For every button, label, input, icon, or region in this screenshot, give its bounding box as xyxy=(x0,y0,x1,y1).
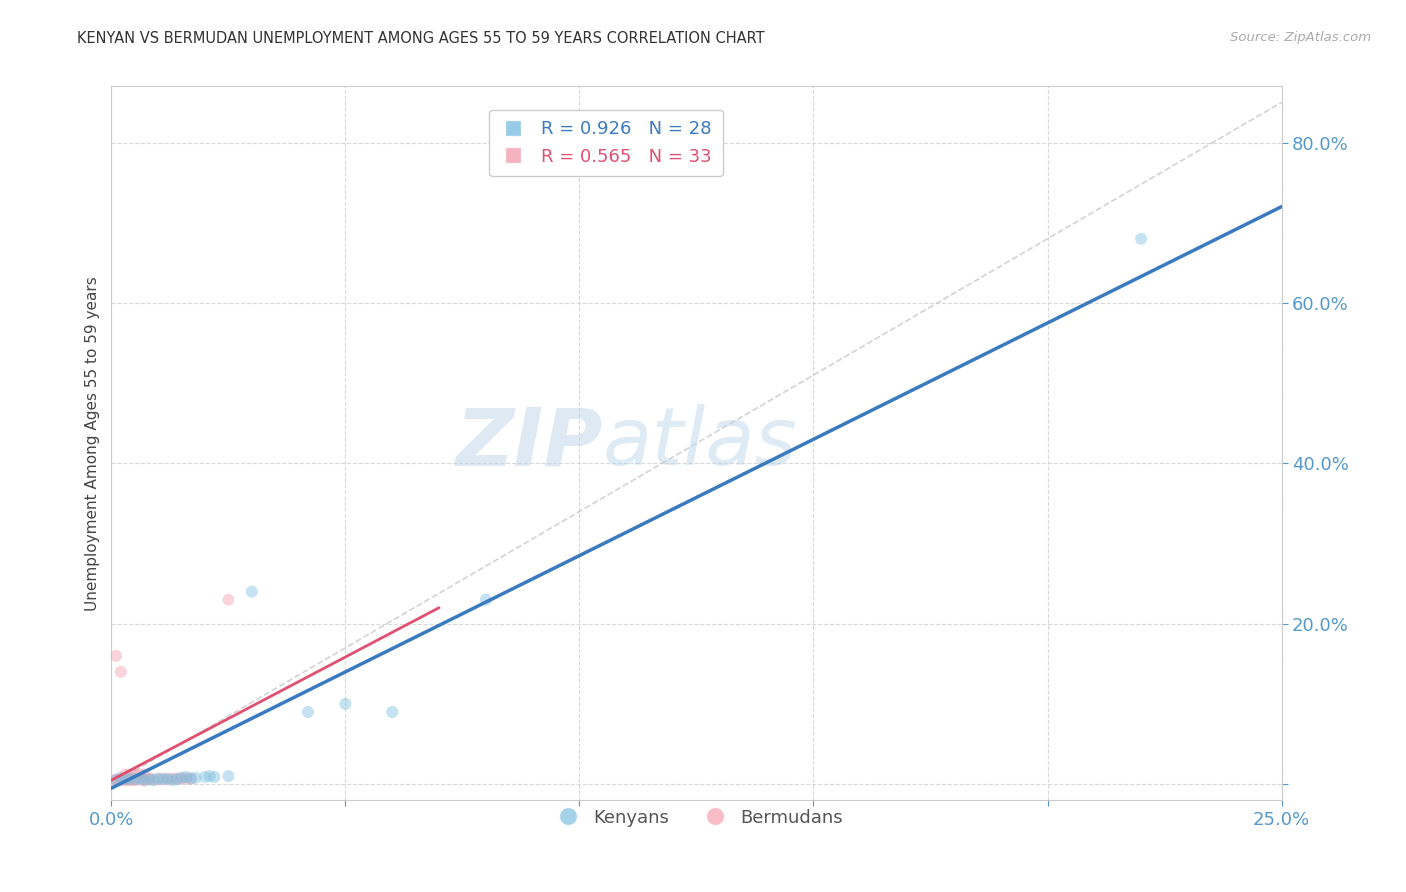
Point xyxy=(134,773,156,788)
Point xyxy=(105,773,128,788)
Point xyxy=(475,592,498,607)
Point xyxy=(110,771,132,785)
Point xyxy=(194,770,217,784)
Point xyxy=(166,772,188,787)
Point xyxy=(142,772,165,787)
Point xyxy=(148,772,170,787)
Point xyxy=(128,767,150,781)
Point xyxy=(110,665,132,679)
Point xyxy=(152,772,174,786)
Text: Source: ZipAtlas.com: Source: ZipAtlas.com xyxy=(1230,31,1371,45)
Point xyxy=(128,772,150,787)
Point xyxy=(110,772,132,787)
Point xyxy=(166,772,188,786)
Y-axis label: Unemployment Among Ages 55 to 59 years: Unemployment Among Ages 55 to 59 years xyxy=(86,276,100,611)
Text: atlas: atlas xyxy=(603,404,797,483)
Point xyxy=(128,772,150,786)
Point xyxy=(240,584,263,599)
Text: ZIP: ZIP xyxy=(456,404,603,483)
Point xyxy=(138,772,160,787)
Point xyxy=(105,772,128,787)
Point xyxy=(134,773,156,788)
Point xyxy=(114,767,136,781)
Point xyxy=(124,772,146,787)
Point xyxy=(170,772,193,786)
Point xyxy=(128,772,150,786)
Point xyxy=(162,773,184,788)
Point xyxy=(114,773,136,788)
Point xyxy=(180,772,202,786)
Point xyxy=(162,772,184,786)
Point xyxy=(134,772,156,787)
Legend: Kenyans, Bermudans: Kenyans, Bermudans xyxy=(543,802,849,834)
Point xyxy=(180,772,202,786)
Point xyxy=(176,770,198,784)
Point xyxy=(124,773,146,788)
Point xyxy=(198,769,221,783)
Point xyxy=(156,772,179,787)
Point xyxy=(170,771,193,785)
Point xyxy=(134,767,156,781)
Point xyxy=(217,769,239,783)
Point xyxy=(176,772,198,786)
Point xyxy=(142,773,165,788)
Point xyxy=(120,772,142,787)
Point xyxy=(156,772,179,786)
Point xyxy=(124,767,146,781)
Point xyxy=(297,705,319,719)
Point xyxy=(184,771,207,785)
Point xyxy=(148,772,170,786)
Point xyxy=(152,772,174,787)
Point xyxy=(138,772,160,786)
Point xyxy=(217,592,239,607)
Point xyxy=(120,767,142,781)
Point xyxy=(138,772,160,787)
Point xyxy=(120,772,142,786)
Point xyxy=(202,770,225,784)
Text: KENYAN VS BERMUDAN UNEMPLOYMENT AMONG AGES 55 TO 59 YEARS CORRELATION CHART: KENYAN VS BERMUDAN UNEMPLOYMENT AMONG AG… xyxy=(77,31,765,46)
Point xyxy=(120,773,142,788)
Point xyxy=(114,772,136,786)
Point xyxy=(124,772,146,787)
Point xyxy=(335,697,357,711)
Point xyxy=(105,648,128,663)
Point xyxy=(381,705,404,719)
Point xyxy=(105,773,128,788)
Point xyxy=(114,772,136,787)
Point xyxy=(110,773,132,788)
Point xyxy=(1130,232,1153,246)
